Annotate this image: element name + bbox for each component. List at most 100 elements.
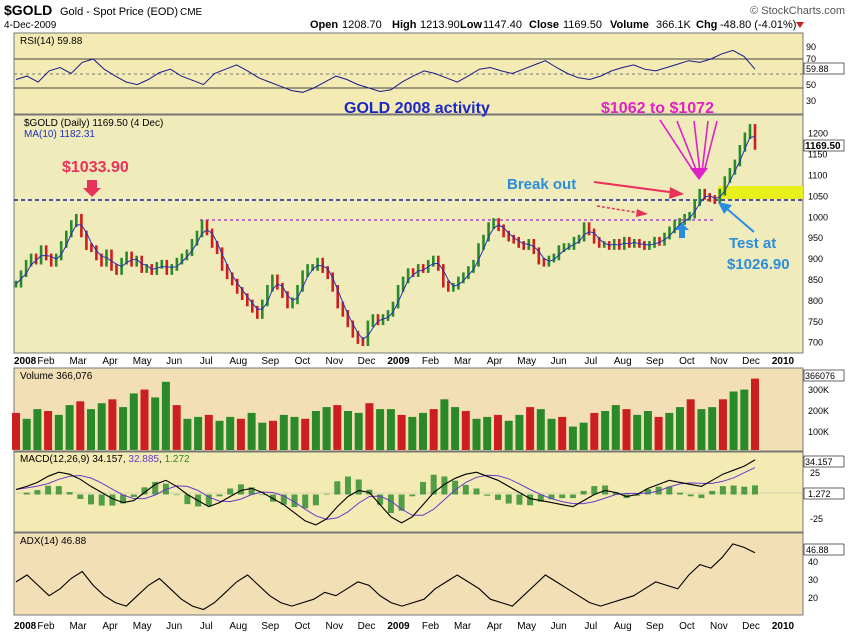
- volume-bar: [33, 409, 42, 451]
- macd-hist-value: 1.272: [165, 454, 190, 465]
- macd-hist-bar: [45, 485, 52, 495]
- low-value: 1147.40: [483, 19, 522, 31]
- up-left-arrow-icon: [718, 202, 732, 214]
- volume-bar: [12, 412, 20, 450]
- macd-tick-neg25: -25: [810, 514, 823, 524]
- volume-current: 366076: [805, 371, 835, 381]
- x-axis-label: May: [517, 621, 536, 632]
- price-tick: 900: [808, 254, 823, 264]
- volume-bar: [215, 420, 224, 451]
- rsi-value-box: [803, 62, 845, 75]
- adx-tick-30: 30: [808, 575, 818, 585]
- macd-hist-bar: [130, 494, 137, 497]
- volume-tick-300k: 300K: [808, 385, 829, 395]
- price-tick: 1200: [808, 129, 828, 139]
- x-axis-label: Jun: [166, 356, 182, 367]
- macd-hist-bar: [377, 494, 384, 505]
- x-axis-label: Jun: [551, 356, 567, 367]
- x-axis-label: Jul: [584, 356, 597, 367]
- volume-bar: [194, 416, 203, 450]
- x-axis-label: Sep: [261, 621, 279, 632]
- x-axis-label: Apr: [102, 356, 118, 367]
- macd-hist-bar: [184, 494, 191, 505]
- last-price: 1169.50: [805, 141, 841, 152]
- volume-bar: [494, 414, 502, 450]
- volume-bar: [440, 399, 449, 450]
- watermark: © StockCharts.com: [750, 5, 845, 17]
- macd-hist-bar: [430, 474, 437, 495]
- volume-bar: [429, 409, 438, 451]
- x-axis-label: 2008: [14, 356, 37, 367]
- volume-bar: [622, 409, 631, 451]
- chart-exchange: CME: [180, 7, 203, 18]
- macd-hist-bar: [441, 476, 448, 495]
- volume-bar: [579, 422, 588, 450]
- macd-hist-bar: [173, 494, 180, 496]
- volume-bar: [536, 409, 545, 451]
- rsi-tick-50: 50: [806, 80, 816, 90]
- test-arrow: [725, 207, 755, 233]
- volume-bar: [129, 393, 138, 450]
- macd-hist-bar: [420, 481, 426, 495]
- volume-value-box: [803, 369, 845, 382]
- volume-bar: [65, 405, 74, 450]
- macd-hist-bar: [312, 494, 319, 506]
- volume-bar: [376, 409, 385, 451]
- macd-hist-bar: [505, 494, 512, 504]
- volume-bar: [333, 405, 342, 450]
- x-axis-label: Jul: [200, 621, 213, 632]
- x-axis-label: Oct: [295, 621, 311, 632]
- macd-hist-bar: [237, 484, 244, 495]
- macd-hist-bar: [280, 494, 287, 505]
- macd-hist-bar: [66, 492, 73, 495]
- volume-bar: [311, 411, 320, 450]
- volume-bar: [22, 418, 31, 450]
- volume-bar: [654, 416, 663, 450]
- x-axis-label: Dec: [742, 621, 760, 632]
- macd-hist-bar: [462, 484, 469, 495]
- x-axis-top: 2008 Feb Mar Apr May Jun Jul Aug Sep Oct Nov Dec 200…: [14, 356, 795, 367]
- volume-bar: [386, 409, 395, 451]
- x-axis-label: Nov: [326, 621, 344, 632]
- chg-label: Chg: [696, 19, 717, 31]
- rsi-tick-90: 90: [806, 42, 816, 52]
- volume-bar: [183, 418, 192, 450]
- macd-hist-bar: [644, 489, 651, 495]
- volume-bar: [354, 412, 363, 450]
- x-axis-label: Dec: [358, 621, 376, 632]
- x-axis-label: Sep: [646, 356, 664, 367]
- macd-hist-bar: [569, 494, 576, 499]
- volume-bar: [236, 418, 245, 450]
- macd-hist-bar: [741, 486, 748, 495]
- volume-bar: [590, 412, 599, 450]
- x-axis-label: 2010: [772, 621, 795, 632]
- macd-hist-bar: [227, 488, 234, 495]
- volume-bar: [290, 416, 299, 450]
- macd-hist-bar: [205, 494, 212, 506]
- macd-hist-bar: [527, 494, 534, 506]
- macd-hist-bar: [216, 494, 223, 497]
- chart-symbol: $GOLD: [4, 2, 52, 18]
- volume-bar: [633, 414, 642, 450]
- volume-bar: [161, 381, 170, 451]
- macd-label: MACD(12,26,9) 34.157, 32.885, 1.272: [20, 454, 190, 465]
- x-axis-label: Aug: [614, 356, 632, 367]
- x-axis-label: Sep: [646, 621, 664, 632]
- x-axis-label: Nov: [326, 356, 344, 367]
- macd-hist-bar: [719, 486, 726, 495]
- rsi-tick-30: 30: [806, 96, 816, 106]
- volume-bar: [76, 401, 85, 451]
- price-tick: 1000: [808, 212, 828, 222]
- macd-line: [15, 459, 756, 526]
- annotation-high: $1033.90: [62, 159, 129, 176]
- macd-hist-bar: [23, 492, 30, 495]
- x-axis-label: May: [517, 356, 536, 367]
- price-tick: 750: [808, 317, 823, 327]
- x-axis-label: Mar: [454, 621, 472, 632]
- macd-hist-bar: [559, 494, 566, 499]
- x-axis-label: Nov: [710, 356, 728, 367]
- macd-hist-bar: [355, 479, 362, 495]
- close-value: 1169.50: [563, 19, 602, 31]
- macd-hist-bar: [730, 485, 737, 495]
